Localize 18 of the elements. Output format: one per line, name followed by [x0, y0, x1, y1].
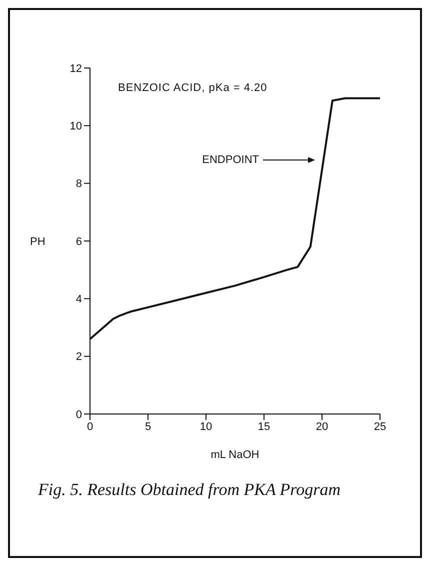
y-tick-label: 6	[76, 236, 82, 248]
y-tick-label: 2	[76, 351, 82, 364]
annotation: ENDPOINT	[202, 154, 259, 166]
x-tick-label: 20	[316, 420, 328, 433]
x-tick-label: 25	[374, 420, 386, 433]
x-tick-label: 10	[200, 420, 212, 433]
y-axis-title: PH	[30, 236, 46, 248]
y-tick-label: 8	[76, 178, 82, 190]
y-tick-label: 12	[70, 62, 82, 75]
caption: Fig. 5. Results Obtained from PKA Program	[38, 480, 341, 500]
y-tick-label: 10	[70, 120, 82, 133]
x-axis-title: mL NaOH	[210, 449, 260, 461]
x-tick-label: 15	[258, 420, 270, 433]
x-tick-label: 0	[86, 420, 94, 433]
annotation: BENZOIC ACID, pKa = 4.20	[118, 82, 268, 94]
x-tick-label: 5	[144, 420, 152, 433]
y-tick-label: 4	[76, 294, 82, 306]
y-tick-label: 0	[76, 408, 82, 421]
